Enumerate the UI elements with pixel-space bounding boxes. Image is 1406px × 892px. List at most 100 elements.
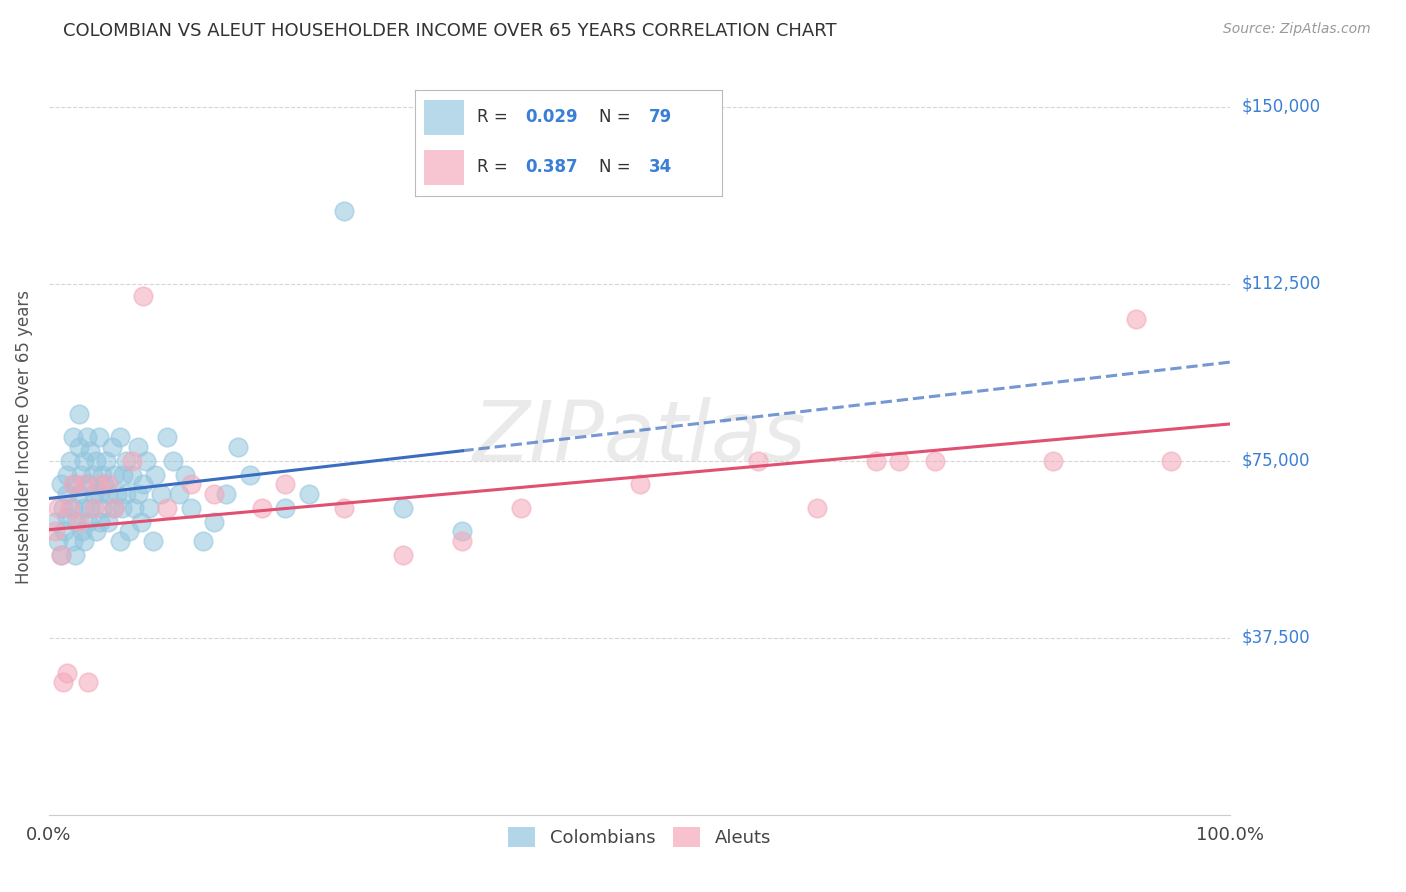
Point (91, 500, 114, 515)
Point (191, 533, 214, 548)
Point (77, 515, 100, 529)
Point (333, 500, 356, 515)
Point (67, 440, 90, 454)
Point (143, 467, 166, 482)
Point (55, 487, 77, 501)
Point (121, 467, 143, 482)
Point (65, 515, 87, 529)
Text: Source: ZipAtlas.com: Source: ZipAtlas.com (1223, 22, 1371, 37)
Point (451, 533, 474, 548)
Point (94, 453, 117, 467)
Point (215, 487, 238, 501)
Point (889, 453, 911, 467)
Point (150, 487, 173, 501)
Point (112, 467, 135, 482)
Point (70, 524, 93, 539)
Point (132, 477, 155, 491)
Point (76, 430, 98, 444)
Point (108, 430, 131, 444)
Text: $150,000: $150,000 (1241, 98, 1320, 116)
Point (49, 548, 72, 562)
Point (87, 430, 110, 444)
Point (129, 515, 152, 529)
Point (84, 524, 107, 539)
Point (132, 288, 155, 302)
Point (49, 477, 72, 491)
Point (180, 500, 202, 515)
Point (107, 487, 129, 501)
Point (67, 487, 90, 501)
Point (865, 453, 887, 467)
Point (167, 487, 190, 501)
Point (44, 515, 66, 529)
Point (89, 515, 111, 529)
Text: $112,500: $112,500 (1241, 275, 1320, 293)
Point (274, 477, 297, 491)
Text: $37,500: $37,500 (1241, 629, 1310, 647)
Point (73, 533, 96, 548)
Point (62, 430, 84, 444)
Point (100, 440, 122, 454)
Point (298, 487, 321, 501)
Point (49, 548, 72, 562)
Point (82, 467, 104, 482)
Point (84, 453, 107, 467)
Point (127, 487, 149, 501)
Point (79, 500, 101, 515)
Text: $75,000: $75,000 (1241, 451, 1310, 470)
Point (103, 467, 125, 482)
Point (173, 467, 195, 482)
Point (333, 203, 356, 218)
Point (73, 477, 96, 491)
Point (52, 675, 75, 690)
Point (67, 407, 90, 421)
Point (111, 500, 134, 515)
Point (77, 675, 100, 690)
Point (114, 487, 136, 501)
Point (202, 487, 225, 501)
Point (55, 666, 77, 681)
Point (1125, 312, 1147, 326)
Point (55, 510, 77, 524)
Point (63, 548, 86, 562)
Point (62, 533, 84, 548)
Point (628, 477, 651, 491)
Point (127, 440, 149, 454)
Point (44, 524, 66, 539)
Point (70, 467, 93, 482)
Point (1042, 453, 1064, 467)
Point (63, 477, 86, 491)
Point (924, 453, 946, 467)
Point (510, 500, 533, 515)
Point (53, 524, 76, 539)
Point (156, 500, 179, 515)
Point (1160, 453, 1182, 467)
Point (226, 440, 249, 454)
Point (202, 515, 225, 529)
Point (97, 477, 120, 491)
Point (122, 500, 145, 515)
Text: ZIPatlas: ZIPatlas (472, 397, 807, 477)
Point (747, 453, 769, 467)
Point (162, 453, 184, 467)
Point (108, 533, 131, 548)
Point (59, 500, 82, 515)
Point (93, 477, 115, 491)
Point (52, 500, 75, 515)
Point (73, 453, 96, 467)
Point (97, 515, 120, 529)
Point (87, 487, 110, 501)
Point (103, 500, 125, 515)
Point (48, 533, 70, 548)
Point (48, 500, 70, 515)
Point (67, 515, 90, 529)
Point (156, 430, 179, 444)
Point (59, 453, 82, 467)
Point (239, 467, 262, 482)
Point (274, 500, 297, 515)
Point (118, 524, 141, 539)
Point (250, 500, 273, 515)
Point (55, 467, 77, 482)
Point (180, 477, 202, 491)
Point (135, 453, 157, 467)
